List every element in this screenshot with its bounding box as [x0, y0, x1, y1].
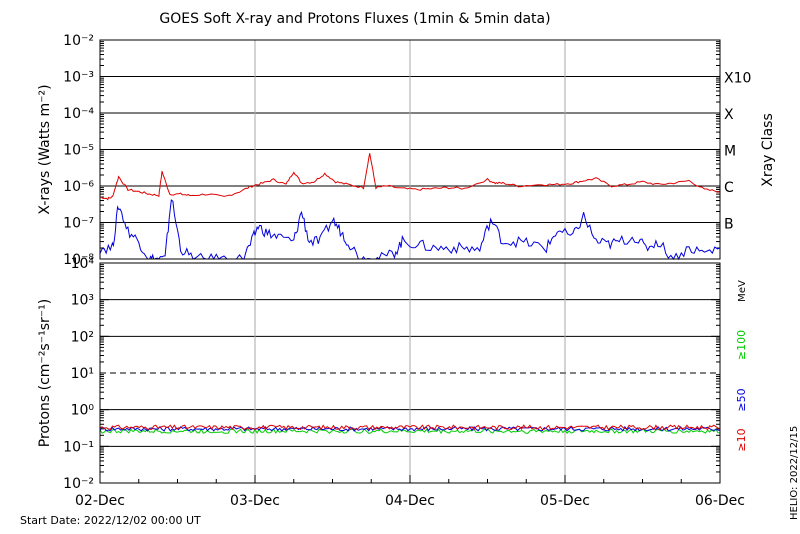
proton-ytick-label: 10² [71, 329, 94, 345]
xray-series-line [99, 153, 721, 201]
proton-legend-label: ≥50 [735, 388, 748, 411]
proton-legend-label: ≥10 [735, 428, 748, 451]
xray-ylabel: X-rays (Watts m⁻²) [37, 84, 53, 214]
x-tick-label: 03-Dec [230, 493, 280, 509]
proton-panel: 10⁻² 10⁻¹ 10⁰ 10¹ 10² 10³ 10⁴ Protons (cm⁻²s⁻¹s… [37, 256, 748, 509]
xray-class-label: M [724, 144, 736, 160]
xray-ytick-label: 10⁻⁶ [63, 179, 94, 195]
proton-series-line [99, 424, 721, 431]
proton-legend-label: ≥100 [735, 330, 748, 360]
xray-class-label: C [724, 180, 734, 196]
xray-ytick-label: 10⁻³ [63, 70, 94, 86]
xray-ytick-label: 10⁻⁷ [63, 216, 94, 232]
xray-ytick-label: 10⁻⁴ [63, 106, 94, 122]
start-date-label: Start Date: 2022/12/02 00:00 UT [20, 514, 201, 527]
xray-class-label: B [724, 217, 734, 233]
proton-ytick-label: 10⁻¹ [63, 439, 94, 455]
xray-class-axis-label: Xray Class [760, 113, 776, 187]
xray-ytick-label: 10⁻² [63, 33, 94, 49]
x-tick-label: 05-Dec [540, 493, 590, 509]
xray-class-label: X10 [724, 71, 751, 87]
chart-title: GOES Soft X-ray and Protons Fluxes (1min… [159, 11, 550, 27]
xray-class-label: X [724, 107, 734, 123]
x-tick-label: 06-Dec [695, 493, 745, 509]
credit-label: HELIO: 2022/12/15 [789, 426, 800, 520]
proton-series-line [99, 427, 721, 435]
proton-ytick-label: 10⁴ [71, 256, 95, 272]
proton-ytick-label: 10⁰ [71, 403, 95, 419]
xray-ytick-label: 10⁻⁸ [63, 252, 94, 268]
x-tick-label: 04-Dec [385, 493, 435, 509]
proton-series-line [99, 425, 721, 432]
xray-ytick-label: 10⁻⁵ [63, 143, 94, 159]
proton-unit-label: MeV [737, 280, 748, 302]
proton-ylabel: Protons (cm⁻²s⁻¹sr⁻¹) [37, 299, 53, 448]
x-tick-label: 02-Dec [75, 493, 125, 509]
proton-ytick-label: 10⁻² [63, 476, 94, 492]
xray-frame [99, 39, 721, 260]
xray-panel: 10⁻⁸ 10⁻⁷ 10⁻⁶ 10⁻⁵ 10⁻⁴ 10⁻³ 10⁻² X-rays (Watt… [37, 33, 776, 268]
proton-ytick-label: 10³ [71, 293, 94, 309]
proton-ytick-label: 10¹ [71, 366, 94, 382]
